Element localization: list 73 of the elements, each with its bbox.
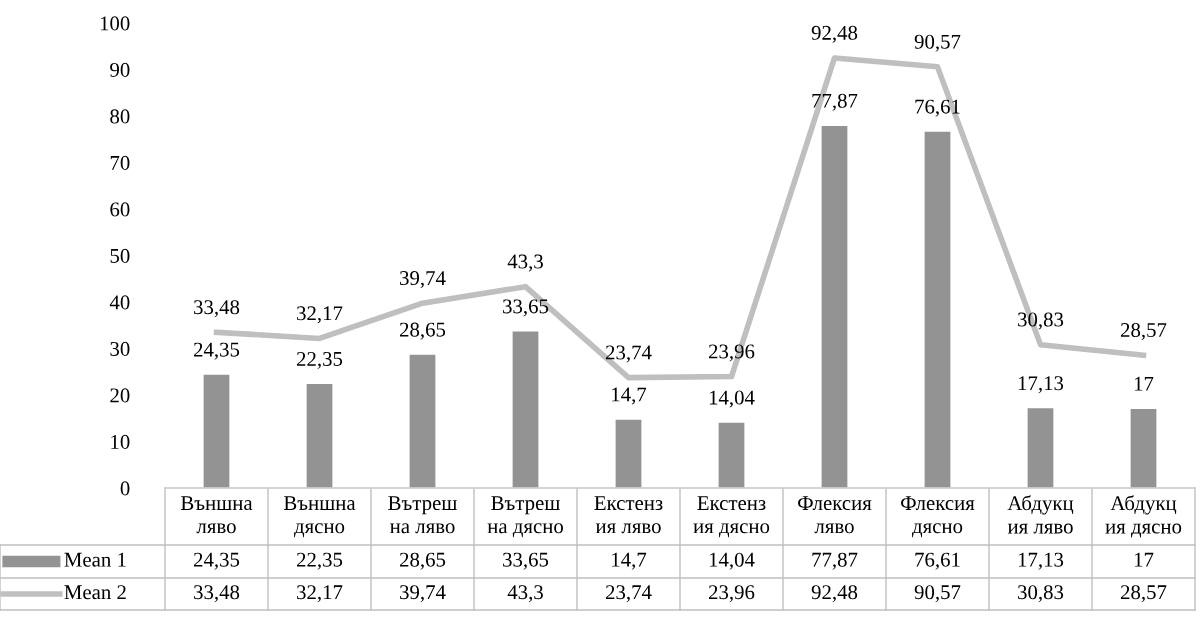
data-label: 17,13: [1018, 552, 1064, 570]
data-label: 17: [1134, 552, 1154, 567]
text: 14,04: [709, 390, 755, 408]
data-label: 23,96: [708, 585, 755, 603]
data-label: 30,83: [1018, 585, 1064, 603]
text: 39,74: [400, 271, 446, 289]
y-tick-label: 50: [110, 248, 130, 263]
data-label: 92,48: [811, 585, 858, 603]
bar: [718, 422, 745, 488]
text: 17: [1134, 376, 1154, 391]
data-label: 23,74: [605, 585, 652, 603]
legend-label: Mean 1: [64, 552, 126, 567]
x-tick-label: Екстенз ия дясно: [693, 496, 770, 538]
bar: [203, 374, 230, 488]
text: 77,87: [812, 93, 858, 111]
text: 24,35: [193, 342, 240, 360]
data-label: 77,87: [812, 552, 858, 570]
text: 92,48: [811, 25, 858, 43]
y-tick-label: 10: [111, 434, 130, 449]
x-tick-label: Външна дясно: [283, 496, 356, 538]
text: 22,35: [296, 351, 343, 369]
bar: [512, 331, 539, 488]
text: 17,13: [1018, 376, 1064, 394]
text: 76,61: [915, 99, 960, 117]
text: 33,65: [503, 299, 549, 317]
text: 30,83: [1018, 312, 1064, 330]
data-label: 22,35: [296, 552, 343, 570]
y-tick-label: 90: [110, 62, 130, 77]
data-label: 28,57: [1120, 585, 1167, 603]
text: 33,48: [194, 300, 240, 318]
x-tick-label: Флексия ляво: [798, 496, 872, 534]
text: 28,57: [1120, 322, 1167, 341]
text: 28,65: [399, 322, 446, 340]
y-tick-label: 100: [100, 16, 130, 31]
data-label: 32,17: [297, 585, 343, 603]
bar: [306, 384, 333, 488]
y-tick-label: 0: [120, 481, 130, 496]
x-tick-label: Абдукц ия дясно: [1105, 495, 1182, 538]
x-tick-label: Външна ляво: [180, 496, 253, 534]
x-tick-label: Вътреш на дясно: [487, 496, 563, 538]
y-tick-label: 60: [110, 202, 130, 217]
data-label: 43,3: [507, 585, 543, 603]
data-label: 76,61: [915, 552, 960, 570]
data-label: 24,35: [193, 552, 240, 570]
text: 23,74: [605, 345, 652, 363]
x-tick-label: Екстенз ия ляво: [594, 496, 663, 534]
y-tick-label: 30: [110, 341, 130, 356]
x-tick-label: Абдукц ия ляво: [1007, 495, 1074, 534]
data-label: 90,57: [914, 585, 961, 603]
data-label: 33,65: [503, 552, 549, 570]
text: 23,96: [708, 344, 755, 362]
bar: [924, 131, 951, 488]
text: 14,7: [612, 387, 647, 405]
data-label: 39,74: [400, 585, 446, 603]
text: 32,17: [297, 306, 343, 324]
text: 43,3: [507, 254, 543, 272]
x-tick-label: Флексия дясно: [901, 496, 975, 538]
bar: [409, 354, 436, 488]
bar: [821, 125, 848, 488]
data-label: 14,7: [612, 552, 647, 570]
y-tick-label: 20: [110, 388, 130, 403]
text: 90,57: [914, 34, 961, 52]
y-tick-label: 70: [110, 155, 130, 170]
legend-label: Mean 2: [64, 585, 126, 600]
bar: [1130, 408, 1157, 488]
data-label: 14,04: [709, 552, 755, 570]
data-label: 33,48: [194, 585, 240, 603]
y-tick-label: 80: [110, 109, 130, 124]
x-tick-label: Вътреш на ляво: [388, 496, 457, 534]
y-tick-label: 40: [109, 295, 130, 310]
bar: [615, 419, 642, 488]
data-label: 28,65: [399, 552, 446, 570]
bar: [1027, 408, 1054, 488]
